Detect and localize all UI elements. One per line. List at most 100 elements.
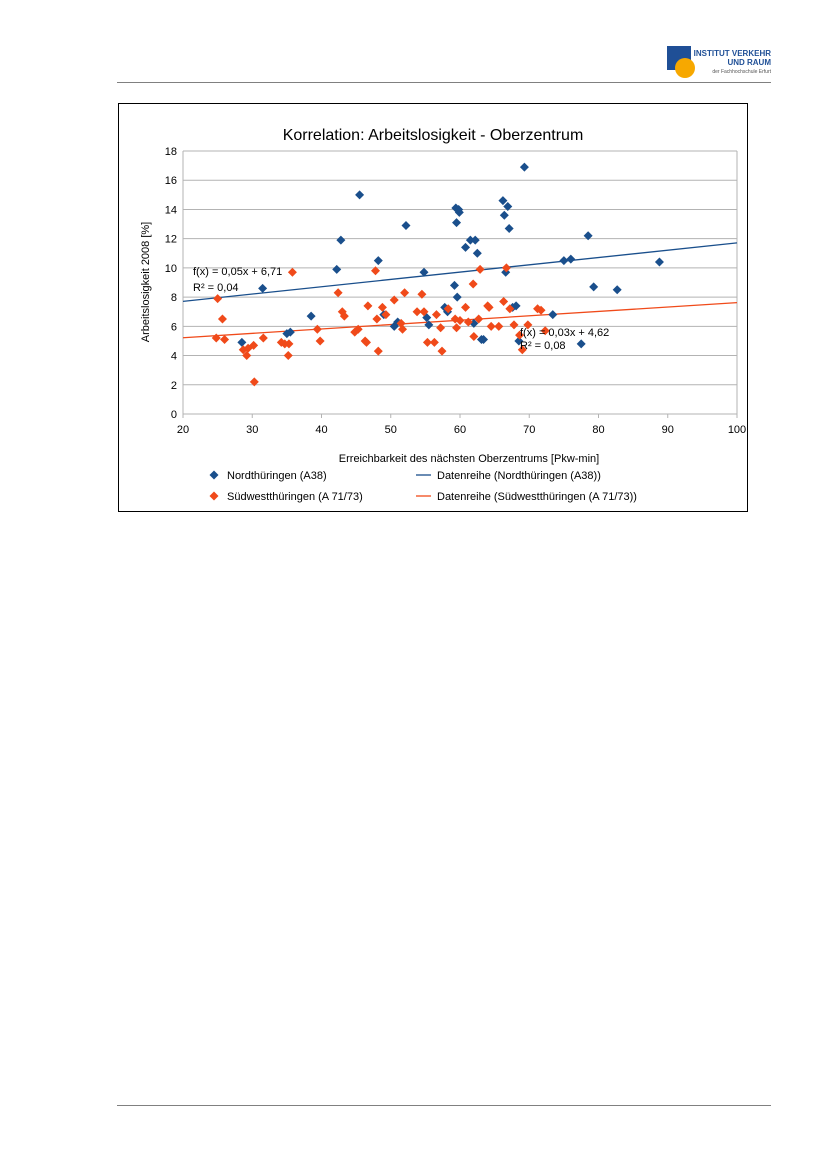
data-point bbox=[315, 336, 325, 346]
data-point bbox=[612, 285, 622, 295]
x-tick-label: 80 bbox=[592, 424, 604, 436]
data-point bbox=[371, 266, 381, 276]
data-point bbox=[576, 339, 586, 349]
data-point bbox=[461, 242, 471, 252]
data-point bbox=[284, 339, 294, 349]
y-axis-ticks: 0 2 4 6 8 10 12 14 16 18 bbox=[165, 146, 177, 421]
data-point bbox=[332, 264, 342, 274]
data-point bbox=[454, 207, 464, 217]
data-point bbox=[509, 320, 519, 330]
data-point bbox=[312, 324, 322, 334]
data-point bbox=[400, 288, 410, 298]
data-point bbox=[484, 302, 494, 312]
data-point bbox=[504, 223, 514, 233]
y-tick-label: 8 bbox=[171, 292, 177, 304]
legend-marker bbox=[209, 470, 219, 480]
data-point bbox=[452, 323, 462, 333]
y-tick-label: 2 bbox=[171, 380, 177, 392]
data-point bbox=[566, 254, 576, 264]
data-point bbox=[505, 304, 515, 314]
scatter-chart: Korrelation: Arbeitslosigkeit - Oberzent… bbox=[140, 127, 746, 503]
data-point bbox=[461, 302, 471, 312]
y-tick-label: 12 bbox=[165, 234, 177, 246]
data-point bbox=[389, 295, 399, 305]
data-point bbox=[470, 235, 480, 245]
data-point bbox=[431, 310, 441, 320]
data-point bbox=[469, 332, 479, 342]
data-point bbox=[437, 346, 447, 356]
data-point bbox=[419, 307, 429, 317]
axes bbox=[182, 151, 738, 414]
x-tick-label: 50 bbox=[385, 424, 397, 436]
data-point bbox=[517, 345, 527, 355]
y-tick-label: 10 bbox=[165, 263, 177, 275]
data-point bbox=[452, 292, 462, 302]
data-point bbox=[436, 323, 446, 333]
data-point bbox=[373, 346, 383, 356]
data-point bbox=[398, 324, 408, 334]
data-point bbox=[396, 318, 406, 328]
y-tick-label: 14 bbox=[165, 204, 177, 216]
trendline-r2: R² = 0,08 bbox=[520, 340, 566, 352]
data-point bbox=[258, 333, 268, 343]
data-point bbox=[548, 310, 558, 320]
y-axis-label: Arbeitslosigkeit 2008 [%] bbox=[140, 222, 152, 342]
y-tick-label: 16 bbox=[165, 175, 177, 187]
data-point bbox=[417, 289, 427, 299]
logo-text-line3: der Fachhochschule Erfurt bbox=[712, 69, 771, 75]
y-tick-label: 4 bbox=[171, 351, 177, 363]
trendline bbox=[182, 242, 738, 302]
data-point bbox=[381, 310, 391, 320]
data-point bbox=[511, 301, 521, 311]
data-points bbox=[211, 162, 664, 387]
data-point bbox=[465, 235, 475, 245]
data-point bbox=[463, 317, 473, 327]
data-point bbox=[213, 294, 223, 304]
data-point bbox=[419, 267, 429, 277]
data-point bbox=[501, 263, 511, 273]
legend-entry-series: Südwestthüringen (A 71/73) bbox=[227, 491, 363, 503]
footer-rule bbox=[117, 1105, 771, 1106]
logo-text-line2: UND RAUM bbox=[727, 58, 771, 67]
data-point bbox=[355, 190, 365, 200]
trendline-r2: R² = 0,04 bbox=[193, 282, 239, 294]
legend-entry-trendline: Datenreihe (Südwestthüringen (A 71/73)) bbox=[437, 491, 637, 503]
data-point bbox=[449, 280, 459, 290]
data-point bbox=[515, 330, 525, 340]
data-point bbox=[429, 337, 439, 347]
data-point bbox=[211, 333, 221, 343]
data-point bbox=[503, 202, 513, 212]
data-point bbox=[220, 334, 230, 344]
y-tick-label: 0 bbox=[171, 409, 177, 421]
data-point bbox=[499, 210, 509, 220]
data-point bbox=[336, 235, 346, 245]
data-point bbox=[494, 321, 504, 331]
data-point bbox=[287, 267, 297, 277]
data-point bbox=[589, 282, 599, 292]
x-tick-label: 20 bbox=[177, 424, 189, 436]
trendline-equation: f(x) = 0,05x + 6,71 bbox=[193, 266, 282, 278]
x-tick-label: 70 bbox=[523, 424, 535, 436]
x-tick-label: 60 bbox=[454, 424, 466, 436]
data-point bbox=[362, 337, 372, 347]
data-point bbox=[583, 231, 593, 241]
data-point bbox=[519, 162, 529, 172]
data-point bbox=[654, 257, 664, 267]
legend-entry-trendline: Datenreihe (Nordthüringen (A38)) bbox=[437, 470, 601, 482]
x-axis-label: Erreichbarkeit des nächsten Oberzentrums… bbox=[339, 453, 599, 465]
data-point bbox=[363, 301, 373, 311]
data-point bbox=[422, 313, 432, 323]
data-point bbox=[237, 337, 247, 347]
data-point bbox=[523, 320, 533, 330]
data-point bbox=[486, 321, 496, 331]
data-point bbox=[479, 334, 489, 344]
data-point bbox=[536, 305, 546, 315]
data-point bbox=[393, 317, 403, 327]
data-point bbox=[306, 311, 316, 321]
data-point bbox=[333, 288, 343, 298]
data-point bbox=[443, 304, 453, 314]
data-point bbox=[540, 326, 550, 336]
data-point bbox=[468, 279, 478, 289]
data-point bbox=[514, 336, 524, 346]
data-point bbox=[276, 337, 286, 347]
